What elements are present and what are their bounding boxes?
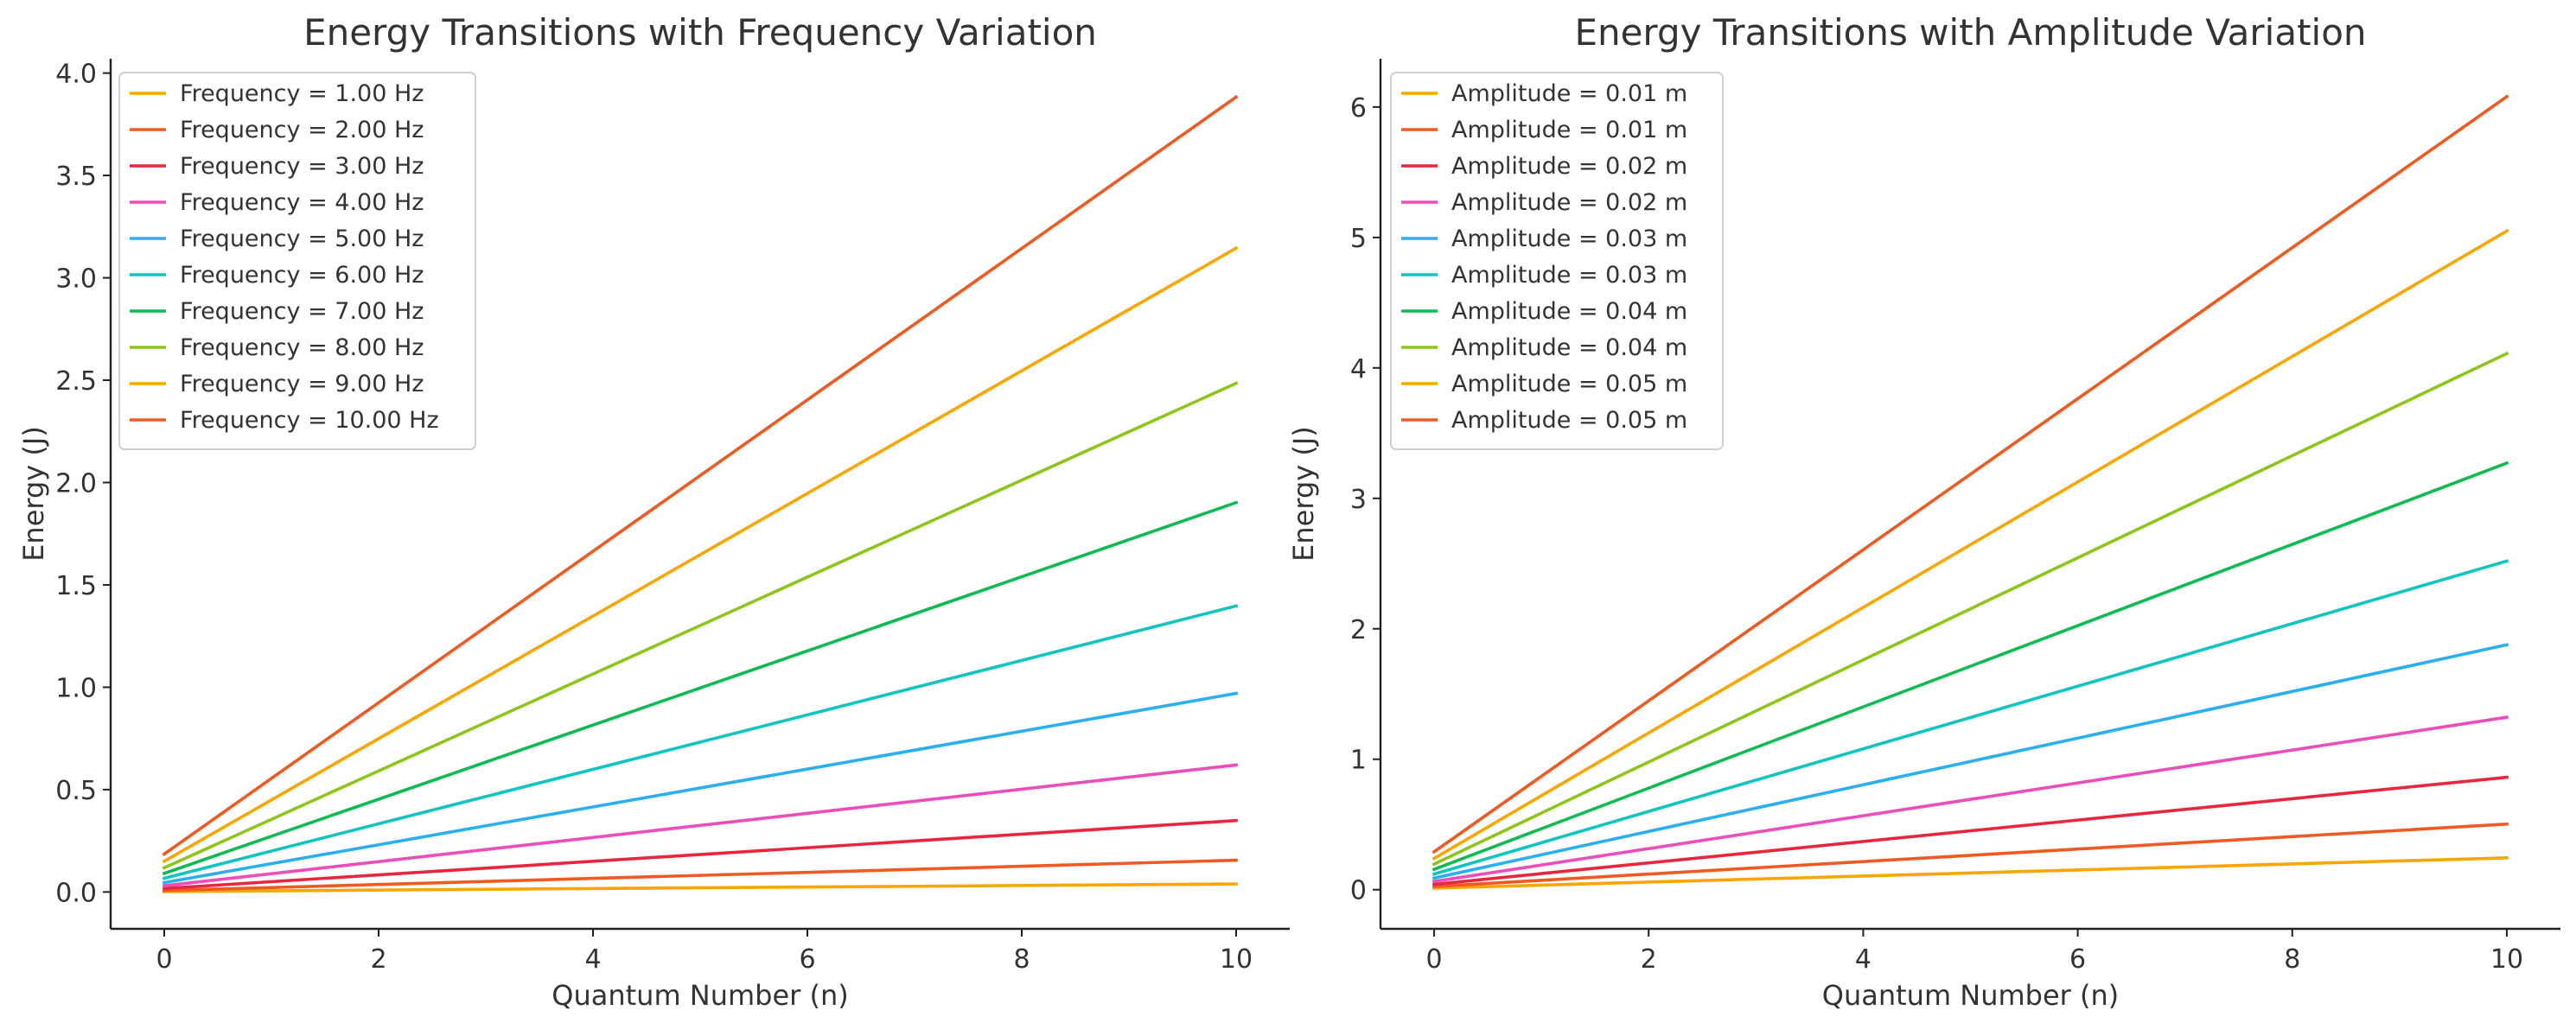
legend-entry: Amplitude = 0.03 m: [1451, 226, 1687, 252]
legend-entry: Frequency = 3.00 Hz: [180, 153, 424, 180]
series-line-4: [1431, 715, 2509, 884]
panel-amplitude-variation: Energy Transitions with Amplitude Variat…: [1287, 11, 2560, 1012]
series-line-10: [162, 94, 1239, 857]
x-tick-label: 2: [1641, 944, 1657, 975]
y-tick-label: 4.0: [55, 60, 97, 90]
legend-entry: Frequency = 8.00 Hz: [180, 334, 424, 361]
y-tick-label: 2.0: [55, 468, 97, 499]
series-line-9: [162, 245, 1239, 864]
series-line-2: [163, 858, 1238, 893]
y-tick-label: 2: [1350, 615, 1367, 645]
legend-entry: Amplitude = 0.05 m: [1451, 407, 1687, 434]
x-tick-label: 8: [2284, 944, 2300, 975]
series-line-4: [163, 763, 1238, 888]
x-tick-label: 0: [1425, 944, 1442, 975]
x-axis-label: Quantum Number (n): [552, 979, 849, 1012]
series-line-1: [1432, 856, 2509, 890]
legend-entry: Amplitude = 0.04 m: [1451, 298, 1687, 325]
y-tick-label: 6: [1350, 93, 1367, 124]
y-axis-label: Energy (J): [1287, 426, 1320, 562]
series-line-8: [162, 381, 1239, 870]
legend-entry: Frequency = 9.00 Hz: [180, 371, 424, 397]
series-line-6: [162, 604, 1239, 880]
legend-entry: Frequency = 4.00 Hz: [180, 189, 424, 216]
chart-title: Energy Transitions with Amplitude Variat…: [1574, 11, 2366, 54]
y-tick-label: 1.5: [55, 571, 97, 601]
x-tick-label: 6: [2069, 944, 2086, 975]
series-line-5: [162, 691, 1239, 885]
y-tick-label: 1.0: [55, 673, 97, 703]
series-line-3: [163, 818, 1238, 891]
series-line-1: [163, 882, 1238, 893]
x-tick-label: 0: [156, 944, 172, 975]
y-tick-label: 3.0: [55, 264, 97, 295]
chart-title: Energy Transitions with Frequency Variat…: [303, 11, 1097, 54]
legend-entry: Amplitude = 0.02 m: [1451, 153, 1687, 180]
y-tick-label: 3.5: [55, 162, 97, 192]
y-tick-label: 0.5: [55, 776, 97, 806]
y-tick-label: 2.5: [55, 366, 97, 397]
series-line-6: [1431, 559, 2509, 876]
y-tick-label: 3: [1350, 485, 1367, 515]
legend-entry: Amplitude = 0.01 m: [1451, 117, 1687, 143]
x-tick-label: 6: [799, 944, 815, 975]
legend-entry: Frequency = 10.00 Hz: [180, 407, 439, 434]
y-tick-label: 5: [1350, 224, 1367, 254]
series-line-9: [1431, 228, 2509, 861]
x-tick-label: 4: [584, 944, 601, 975]
legend-entry: Frequency = 1.00 Hz: [180, 80, 424, 107]
legend-box: [1390, 72, 1724, 450]
legend-entry: Amplitude = 0.03 m: [1451, 262, 1687, 289]
legend-entry: Frequency = 5.00 Hz: [180, 226, 424, 252]
series-line-5: [1431, 643, 2509, 880]
legend-entry: Amplitude = 0.02 m: [1451, 189, 1687, 216]
panel-frequency-variation: Energy Transitions with Frequency Variat…: [17, 11, 1290, 1012]
y-tick-label: 1: [1350, 746, 1367, 776]
x-axis-label: Quantum Number (n): [1822, 979, 2120, 1012]
x-tick-label: 8: [1013, 944, 1030, 975]
series-line-10: [1431, 94, 2509, 855]
legend-entry: Frequency = 7.00 Hz: [180, 298, 424, 325]
series-line-7: [162, 500, 1239, 876]
legend-entry: Amplitude = 0.04 m: [1451, 334, 1687, 361]
y-tick-label: 4: [1350, 354, 1367, 384]
legend-entry: Amplitude = 0.01 m: [1451, 80, 1687, 107]
x-tick-label: 2: [370, 944, 386, 975]
series-line-7: [1431, 461, 2509, 872]
legend-entry: Frequency = 6.00 Hz: [180, 262, 424, 289]
series-line-2: [1432, 822, 2509, 889]
legend-box: [118, 72, 476, 450]
y-tick-label: 0.0: [55, 878, 97, 908]
y-axis-label: Energy (J): [17, 426, 50, 562]
y-tick-label: 0: [1350, 876, 1367, 906]
x-tick-label: 4: [1855, 944, 1871, 975]
legend-entry: Frequency = 2.00 Hz: [180, 117, 424, 143]
legend-entry: Amplitude = 0.05 m: [1451, 371, 1687, 397]
series-line-3: [1432, 775, 2509, 886]
series-line-8: [1431, 351, 2509, 867]
x-tick-label: 10: [2490, 944, 2523, 975]
x-tick-label: 10: [1220, 944, 1253, 975]
